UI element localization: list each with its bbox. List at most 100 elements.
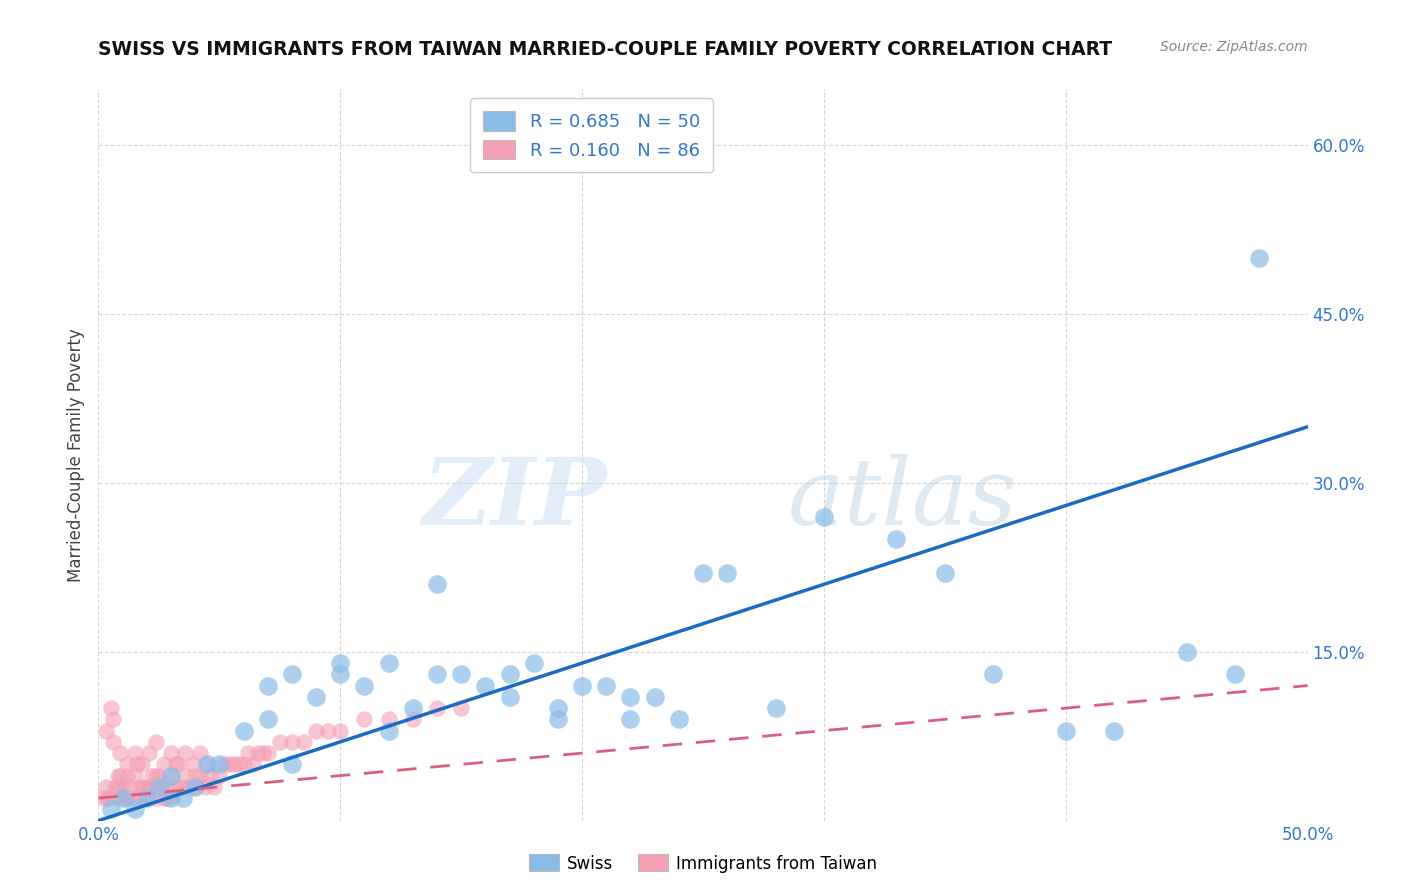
Point (181, 757, 204, 772)
Point (329, 656, 352, 670)
Point (222, 757, 245, 772)
Point (184, 769, 207, 783)
Point (692, 566, 714, 580)
Point (148, 780, 170, 794)
Point (145, 769, 167, 783)
Point (242, 757, 264, 772)
Point (426, 701, 449, 715)
Point (117, 791, 139, 805)
Point (152, 791, 174, 805)
Point (155, 791, 177, 805)
Point (195, 757, 218, 772)
Point (111, 780, 134, 794)
Point (135, 791, 157, 805)
Point (256, 746, 278, 760)
Point (160, 769, 183, 783)
Point (198, 769, 221, 783)
Point (188, 746, 211, 760)
Point (498, 690, 520, 704)
Point (94, 723, 117, 738)
Point (107, 780, 129, 794)
Point (523, 656, 546, 670)
Point (169, 780, 191, 794)
Point (716, 566, 738, 580)
Text: ZIP: ZIP (422, 454, 606, 544)
Point (450, 701, 472, 715)
Point (188, 769, 211, 783)
Y-axis label: Married-Couple Family Poverty: Married-Couple Family Poverty (67, 328, 86, 582)
Point (353, 712, 375, 726)
Point (165, 757, 187, 772)
Point (143, 780, 166, 794)
Point (547, 701, 569, 715)
Point (157, 791, 180, 805)
Point (595, 679, 617, 693)
Point (172, 791, 194, 805)
Point (100, 802, 122, 816)
Point (184, 780, 207, 794)
Point (124, 769, 146, 783)
Point (145, 735, 167, 749)
Point (1054, 723, 1077, 738)
Point (167, 757, 190, 772)
Point (668, 712, 690, 726)
Point (1223, 667, 1246, 681)
Point (108, 746, 131, 760)
Point (94, 780, 117, 794)
Point (232, 723, 254, 738)
Point (1102, 723, 1125, 738)
Point (402, 701, 425, 715)
Point (316, 723, 339, 738)
Point (124, 802, 146, 816)
Point (292, 735, 315, 749)
Point (204, 780, 226, 794)
Point (281, 757, 304, 772)
Point (208, 769, 231, 783)
Point (184, 780, 207, 794)
Point (134, 780, 156, 794)
Point (281, 667, 304, 681)
Point (155, 780, 177, 794)
Point (179, 780, 201, 794)
Point (377, 723, 399, 738)
Point (121, 791, 143, 805)
Point (97, 791, 120, 805)
Point (765, 701, 787, 715)
Point (247, 746, 270, 760)
Point (212, 757, 235, 772)
Point (124, 746, 146, 760)
Point (104, 780, 127, 794)
Point (305, 723, 328, 738)
Point (619, 712, 641, 726)
Point (886, 533, 908, 547)
Point (128, 780, 150, 794)
Point (353, 679, 375, 693)
Point (498, 667, 520, 681)
Point (644, 690, 666, 704)
Point (981, 667, 1004, 681)
Point (426, 577, 449, 591)
Point (165, 780, 187, 794)
Point (150, 780, 173, 794)
Point (135, 780, 157, 794)
Point (107, 791, 129, 805)
Point (138, 780, 160, 794)
Point (97, 791, 120, 805)
Text: SWISS VS IMMIGRANTS FROM TAIWAN MARRIED-COUPLE FAMILY POVERTY CORRELATION CHART: SWISS VS IMMIGRANTS FROM TAIWAN MARRIED-… (98, 40, 1112, 59)
Point (934, 566, 956, 580)
Point (141, 769, 163, 783)
Point (100, 701, 122, 715)
Point (547, 712, 569, 726)
Point (474, 679, 496, 693)
Point (117, 757, 139, 772)
Point (194, 780, 217, 794)
Point (256, 679, 278, 693)
Point (118, 780, 141, 794)
Point (117, 769, 139, 783)
Point (377, 712, 399, 726)
Point (269, 735, 291, 749)
Point (111, 791, 134, 805)
Point (571, 679, 593, 693)
Point (174, 769, 197, 783)
Point (228, 757, 250, 772)
